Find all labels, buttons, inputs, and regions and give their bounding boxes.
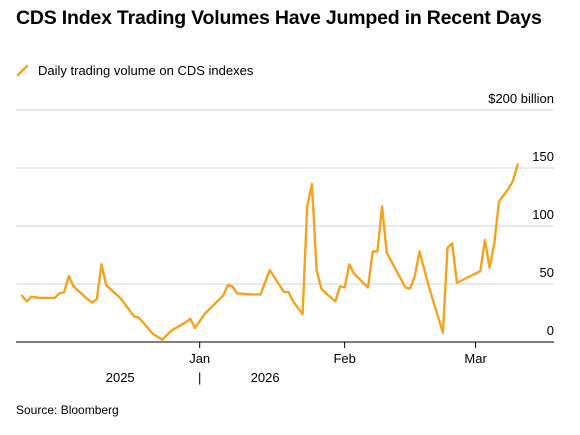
source-note: Source: Bloomberg — [16, 403, 119, 417]
legend: Daily trading volume on CDS indexes — [16, 60, 253, 80]
legend-line-swatch — [16, 64, 29, 77]
year-label: 2026 — [251, 370, 280, 385]
x-tick-label: Feb — [333, 351, 355, 366]
y-tick-label: 0 — [547, 323, 554, 338]
y-tick-label: 50 — [540, 265, 554, 280]
year-label: | — [198, 370, 201, 385]
chart-title: CDS Index Trading Volumes Have Jumped in… — [16, 7, 542, 29]
series-line — [20, 163, 519, 341]
y-tick-label: 150 — [532, 149, 554, 164]
year-label: 2025 — [106, 370, 135, 385]
x-tick-label: Mar — [464, 351, 487, 366]
legend-label: Daily trading volume on CDS indexes — [38, 62, 254, 78]
y-tick-label: $200 billion — [488, 91, 554, 106]
x-tick-label: Jan — [189, 351, 210, 366]
y-tick-label: 100 — [532, 207, 554, 222]
